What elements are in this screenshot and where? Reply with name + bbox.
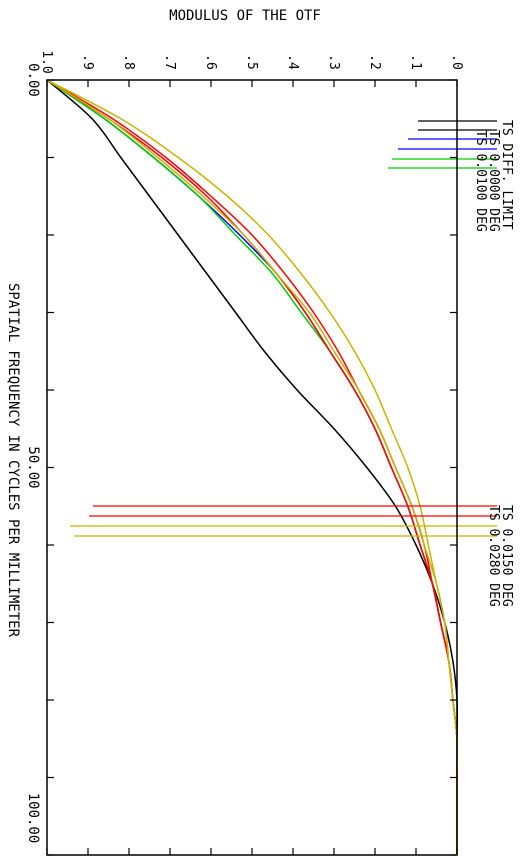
legend-tick-group <box>70 120 497 537</box>
x-tick-label-1: 50.00 <box>25 446 41 488</box>
y-tick-label-10: 1.0 <box>39 50 54 73</box>
legend-label-2: TS 0.0100 DEG <box>473 130 488 232</box>
y-tick-label-3: .3 <box>326 54 341 70</box>
y-tick-label-9: .9 <box>80 54 95 70</box>
y-tick-label-4: .4 <box>285 54 300 70</box>
x-tick-label-0: 0.00 <box>25 63 41 97</box>
y-tick-label-0: .0 <box>449 54 464 70</box>
y-tick-label-7: .7 <box>162 54 177 70</box>
x-axis-label: SPATIAL FREQUENCY IN CYCLES PER MILLIMET… <box>5 283 21 638</box>
legend-label-3: TS 0.0150 DEG <box>499 505 514 607</box>
y-tick-label-8: .8 <box>121 54 136 70</box>
legend-label-4: TS 0.0280 DEG <box>486 505 501 607</box>
chart-title: MODULUS OF THE OTF <box>169 8 321 24</box>
y-tick-label-1: .1 <box>408 54 423 70</box>
legend-label-0: TS DIFF. LIMIT <box>499 120 514 230</box>
series-line-7 <box>46 79 459 855</box>
y-tick-group <box>46 80 458 855</box>
y-tick-label-6: .6 <box>203 54 218 70</box>
x-tick-labels: 0.00 50.00 100.00 <box>25 63 41 843</box>
legend-label-1: TS 0.0000 DEG <box>486 130 501 232</box>
y-tick-label-2: .2 <box>367 54 382 70</box>
plot-area <box>46 79 497 856</box>
x-tick-group <box>47 79 457 856</box>
y-tick-labels: .0 .1 .2 .3 .4 .5 .6 .7 .8 .9 1.0 <box>39 50 464 73</box>
x-tick-label-2: 100.00 <box>25 793 41 844</box>
series-line-6 <box>46 79 459 855</box>
series-curves <box>46 79 459 855</box>
y-tick-label-5: .5 <box>244 54 259 70</box>
